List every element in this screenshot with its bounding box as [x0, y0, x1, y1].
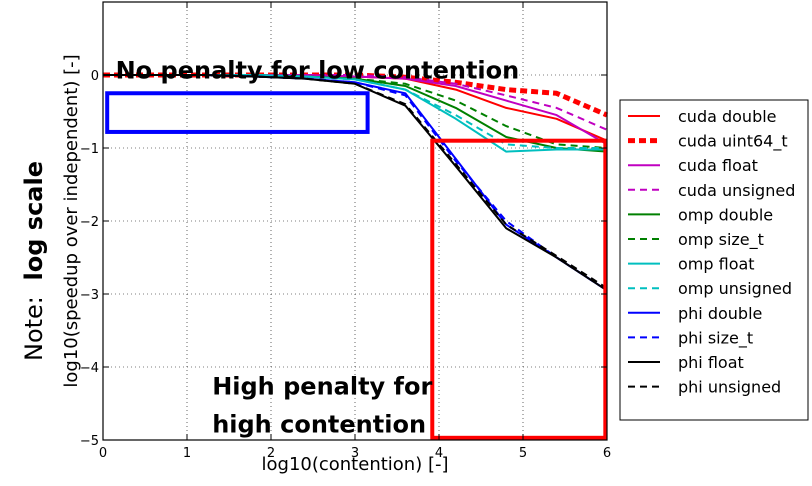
legend-label-0: cuda double: [678, 107, 777, 126]
legend-label-11: phi unsigned: [678, 378, 781, 397]
legend-label-1: cuda uint64_t: [678, 132, 788, 152]
y-axis-label: log10(speedup over independent) [-]: [61, 54, 82, 387]
x-tick-label-3: 3: [351, 446, 359, 461]
x-tick-label-0: 0: [99, 446, 107, 461]
side-note: Note: log scale: [20, 161, 48, 361]
legend-label-9: phi size_t: [678, 328, 753, 348]
y-tick-label-4: −1: [80, 142, 99, 157]
x-tick-label-6: 6: [603, 446, 611, 461]
x-tick-label-1: 1: [183, 446, 191, 461]
axis-ticks: 0 1 2 3 4 5 6 −5 −4 −3 −2 −1 0: [80, 2, 611, 461]
annotation-boxes: [105, 91, 608, 440]
legend-box: [619, 99, 809, 421]
y-tick-label-1: −4: [80, 361, 99, 376]
legend-label-8: phi double: [678, 304, 762, 323]
low-contention-box: [105, 91, 370, 134]
x-axis-label: log10(contention) [-]: [262, 454, 449, 475]
high-contention-text-0: High penalty for: [212, 373, 432, 401]
legend-label-7: omp unsigned: [678, 279, 792, 298]
series-line-2: [103, 74, 608, 146]
annotation-texts: No penalty for low contention High penalt…: [116, 57, 520, 439]
series-line-7: [103, 74, 607, 149]
side-note-emphasis: log scale: [20, 161, 48, 280]
series-line-5: [103, 74, 608, 149]
x-tick-label-4: 4: [435, 446, 443, 461]
legend-label-4: omp double: [678, 205, 773, 224]
legend-label-2: cuda float: [678, 156, 758, 175]
high-contention-box: [430, 138, 608, 440]
x-tick-label-2: 2: [267, 446, 275, 461]
y-tick-label-0: −5: [80, 434, 99, 449]
y-tick-label-3: −2: [80, 215, 99, 230]
x-tick-label-5: 5: [519, 446, 527, 461]
side-note-prefix: Note:: [20, 296, 48, 361]
y-tick-label-5: 0: [91, 69, 99, 84]
series-line-11: [103, 74, 608, 290]
legend-label-3: cuda unsigned: [678, 181, 795, 200]
y-tick-label-2: −3: [80, 288, 99, 303]
legend-label-6: omp float: [678, 255, 755, 274]
high-contention-text-1: high contention: [212, 411, 426, 439]
legend-label-10: phi float: [678, 353, 744, 372]
low-contention-text-0: No penalty for low contention: [116, 57, 520, 85]
series-layer: [103, 72, 608, 292]
legend-label-5: omp size_t: [678, 230, 764, 250]
